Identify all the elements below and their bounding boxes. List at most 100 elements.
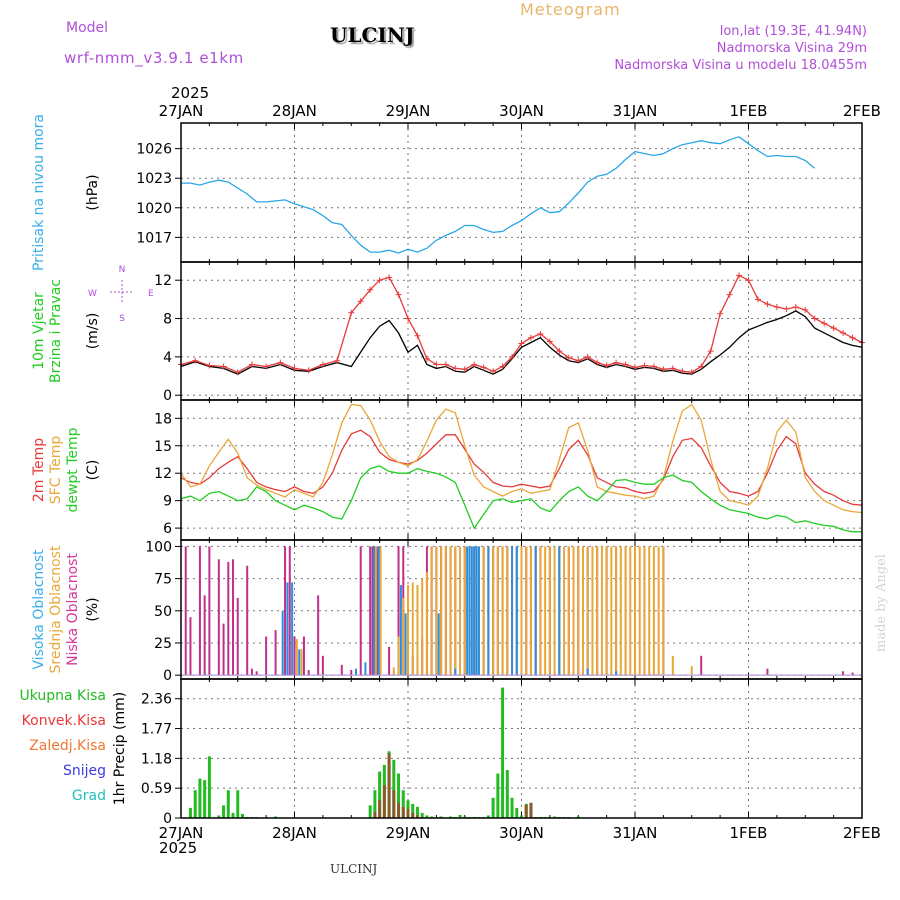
series-marker xyxy=(499,363,506,370)
y-tick-label: 0.59 xyxy=(141,781,172,797)
panel-frame xyxy=(180,678,863,819)
bar-Ukupna Kisa xyxy=(505,769,509,818)
series-marker xyxy=(291,365,298,372)
series-marker xyxy=(802,306,809,313)
bar-Srednja xyxy=(605,546,608,676)
bar-Konvek.Kisa xyxy=(406,808,410,818)
series-marker xyxy=(357,298,364,305)
bar-Visoka xyxy=(404,613,407,676)
y-axis-label: 10m Vjetar xyxy=(31,292,47,370)
series-marker xyxy=(726,291,733,298)
bar-Srednja xyxy=(615,546,618,676)
elevation-label: Nadmorska Visina 29m xyxy=(716,41,867,56)
bar-Niska xyxy=(376,546,379,676)
bar-Ukupna Kisa xyxy=(203,780,207,818)
bar-Niska xyxy=(217,559,220,676)
series-marker xyxy=(376,277,383,284)
bottom-day-label: 1FEB xyxy=(730,824,768,842)
bar-Visoka xyxy=(286,582,289,676)
series-marker xyxy=(348,309,355,316)
bar-Ukupna Kisa xyxy=(496,773,500,818)
bar-Visoka xyxy=(437,613,440,676)
series-marker xyxy=(248,361,255,368)
bar-Ukupna Kisa xyxy=(553,816,557,818)
panel-frame xyxy=(180,399,863,541)
series-marker xyxy=(471,361,478,368)
series-marker xyxy=(414,332,421,339)
bottom-day-label: 28JAN xyxy=(272,824,317,842)
bar-Srednja xyxy=(440,546,443,676)
bar-Ukupna Kisa xyxy=(510,797,514,818)
bar-Niska xyxy=(288,546,291,676)
bar-Konvek.Kisa xyxy=(401,806,405,818)
bar-Srednja xyxy=(652,546,655,676)
series-marker xyxy=(556,348,563,355)
bar-Visoka xyxy=(473,546,476,676)
series-marker xyxy=(840,329,847,336)
bar-Srednja xyxy=(553,546,556,676)
y-axis-label: dewpt Temp xyxy=(65,427,81,512)
bottom-day-label: 29JAN xyxy=(386,824,431,842)
bar-Visoka xyxy=(511,546,514,676)
bar-Visoka xyxy=(399,585,402,676)
series-marker xyxy=(764,301,771,308)
legend-entry: Konvek.Kisa xyxy=(22,713,106,729)
legend-entry: Snijeg xyxy=(63,763,106,779)
bar-Srednja xyxy=(295,639,298,676)
bar-Srednja xyxy=(643,546,646,676)
bar-Ukupna Kisa xyxy=(236,790,240,818)
bar-Konvek.Kisa xyxy=(378,800,382,818)
bar-Konvek.Kisa xyxy=(397,802,401,818)
series-line xyxy=(181,136,816,254)
y-axis-label: 2m Temp xyxy=(31,438,47,502)
series-line xyxy=(180,465,862,533)
bar-Srednja xyxy=(392,667,395,676)
bar-Srednja xyxy=(690,666,693,676)
bar-Niska xyxy=(232,559,235,676)
bar-Niska xyxy=(198,546,201,676)
bar-Srednja xyxy=(463,546,466,676)
compass-s: S xyxy=(119,314,125,324)
model-label: Model xyxy=(66,20,109,36)
bar-Srednja xyxy=(501,546,504,676)
series-marker xyxy=(509,353,516,360)
bar-Ukupna Kisa xyxy=(222,805,226,818)
series-marker xyxy=(745,277,752,284)
bar-Visoka xyxy=(377,546,380,676)
bar-Visoka xyxy=(515,546,518,676)
bar-Srednja xyxy=(506,546,509,676)
bar-Ukupna Kisa xyxy=(397,773,401,818)
bar-Ukupna Kisa xyxy=(449,816,453,818)
bar-Konvek.Kisa xyxy=(524,804,528,818)
y-tick-label: 12 xyxy=(154,273,172,289)
bar-Srednja xyxy=(416,585,419,676)
bar-Konvek.Kisa xyxy=(387,753,391,818)
series-marker xyxy=(754,296,761,303)
bar-Visoka xyxy=(281,610,284,676)
panel-frame xyxy=(180,122,863,263)
bar-Visoka xyxy=(372,546,375,676)
bar-Niska xyxy=(227,561,230,676)
series-marker xyxy=(613,359,620,366)
series-marker xyxy=(405,315,411,322)
bar-Ukupna Kisa xyxy=(430,816,434,818)
bar-Srednja xyxy=(567,546,570,676)
y-tick-label: 2.36 xyxy=(141,692,172,708)
compass-n: N xyxy=(119,265,126,275)
bar-Ukupna Kisa xyxy=(188,807,192,818)
bar-Ukupna Kisa xyxy=(415,806,419,818)
bar-Srednja xyxy=(544,546,547,676)
series-marker xyxy=(736,272,743,279)
bar-Srednja xyxy=(662,546,665,676)
bar-Visoka xyxy=(586,668,589,676)
bottom-day-label: 2FEB xyxy=(843,824,881,842)
series-marker xyxy=(386,274,393,281)
series-marker xyxy=(518,340,525,347)
series-marker xyxy=(660,366,667,373)
bar-Niska xyxy=(274,630,277,676)
bar-Ukupna Kisa xyxy=(207,756,211,818)
series-marker xyxy=(206,362,213,369)
bar-Niska xyxy=(293,636,296,676)
y-tick-label: 18 xyxy=(154,411,172,427)
bar-Ukupna Kisa xyxy=(486,815,490,818)
